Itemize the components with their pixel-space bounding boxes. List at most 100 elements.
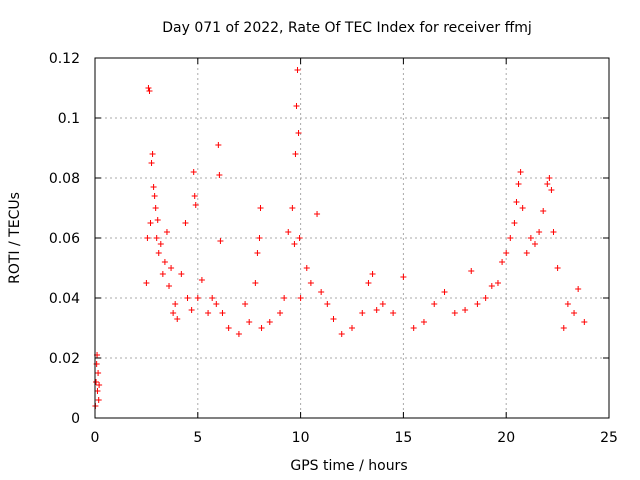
data-point (503, 250, 510, 256)
data-point (277, 310, 284, 316)
data-point (420, 319, 427, 325)
data-point (468, 268, 475, 274)
x-tick-label: 15 (394, 430, 412, 446)
data-point (379, 301, 386, 307)
data-point (571, 310, 578, 316)
data-point (324, 301, 331, 307)
data-point (217, 238, 224, 244)
data-point (246, 319, 253, 325)
data-point (194, 295, 201, 301)
data-point (330, 316, 337, 322)
data-point (213, 301, 220, 307)
data-point (256, 235, 263, 241)
data-point (499, 259, 506, 265)
y-tick-label: 0.08 (49, 171, 80, 187)
data-point (431, 301, 438, 307)
data-point (149, 151, 156, 157)
data-point (257, 205, 264, 211)
data-point (338, 331, 345, 337)
data-point (296, 235, 303, 241)
data-point (219, 310, 226, 316)
data-point (511, 220, 518, 226)
data-point (307, 280, 314, 286)
x-tick-label: 0 (91, 430, 100, 446)
data-point (291, 241, 298, 247)
data-point (575, 286, 582, 292)
x-tick-label: 20 (497, 430, 515, 446)
data-point (170, 310, 177, 316)
data-point (285, 229, 292, 235)
data-point (294, 67, 301, 73)
y-tick-label: 0.02 (49, 351, 80, 367)
data-point (365, 280, 372, 286)
data-point (295, 130, 302, 136)
data-point (581, 319, 588, 325)
data-point (235, 331, 242, 337)
data-point (178, 271, 185, 277)
data-point (554, 265, 561, 271)
data-point (527, 235, 534, 241)
data-point (349, 325, 355, 331)
data-point (258, 325, 265, 331)
data-point (145, 85, 152, 91)
data-point (95, 370, 102, 376)
data-point (215, 142, 222, 148)
data-point (369, 271, 376, 277)
data-point (546, 175, 553, 181)
data-point (536, 229, 543, 235)
x-tick-labels: 0 5 10 15 20 25 (91, 430, 618, 446)
data-point (289, 205, 296, 211)
data-point (159, 271, 166, 277)
data-point (254, 250, 261, 256)
data-point (531, 241, 538, 247)
data-point (548, 187, 555, 193)
data-point (182, 220, 189, 226)
data-point (564, 301, 571, 307)
data-point (96, 382, 103, 388)
y-tick-label: 0.12 (49, 51, 80, 67)
data-point (190, 169, 197, 175)
data-point (513, 199, 520, 205)
x-tick-label: 10 (292, 430, 310, 446)
data-point (184, 295, 191, 301)
data-point (517, 169, 524, 175)
data-point (494, 280, 501, 286)
data-point (451, 310, 458, 316)
data-point (281, 295, 288, 301)
data-point (198, 277, 205, 283)
y-tick-label: 0.04 (49, 291, 80, 307)
data-point (163, 229, 170, 235)
data-point (560, 325, 567, 331)
data-point (390, 310, 397, 316)
data-point (155, 250, 162, 256)
data-point (144, 235, 151, 241)
y-axis-label: ROTI / TECUs (7, 192, 23, 284)
data-point (292, 151, 299, 157)
data-point (462, 307, 469, 313)
data-point (148, 160, 155, 166)
grid (95, 58, 609, 418)
data-point (252, 280, 259, 286)
data-point (168, 265, 175, 271)
data-point (216, 172, 223, 178)
data-point (191, 193, 198, 199)
data-point (523, 250, 530, 256)
data-point (205, 310, 212, 316)
data-point (153, 235, 160, 241)
data-point (293, 103, 300, 109)
data-point (151, 193, 158, 199)
data-point (519, 205, 526, 211)
chart-title: Day 071 of 2022, Rate Of TEC Index for r… (162, 20, 532, 36)
data-point (93, 379, 100, 385)
data-point (474, 301, 481, 307)
data-point (143, 280, 150, 286)
data-point (540, 208, 547, 214)
data-point (95, 397, 102, 403)
data-point (359, 310, 366, 316)
data-point (166, 283, 173, 289)
data-point (225, 325, 232, 331)
data-point (192, 202, 199, 208)
data-point (550, 229, 557, 235)
ticks (94, 57, 610, 419)
